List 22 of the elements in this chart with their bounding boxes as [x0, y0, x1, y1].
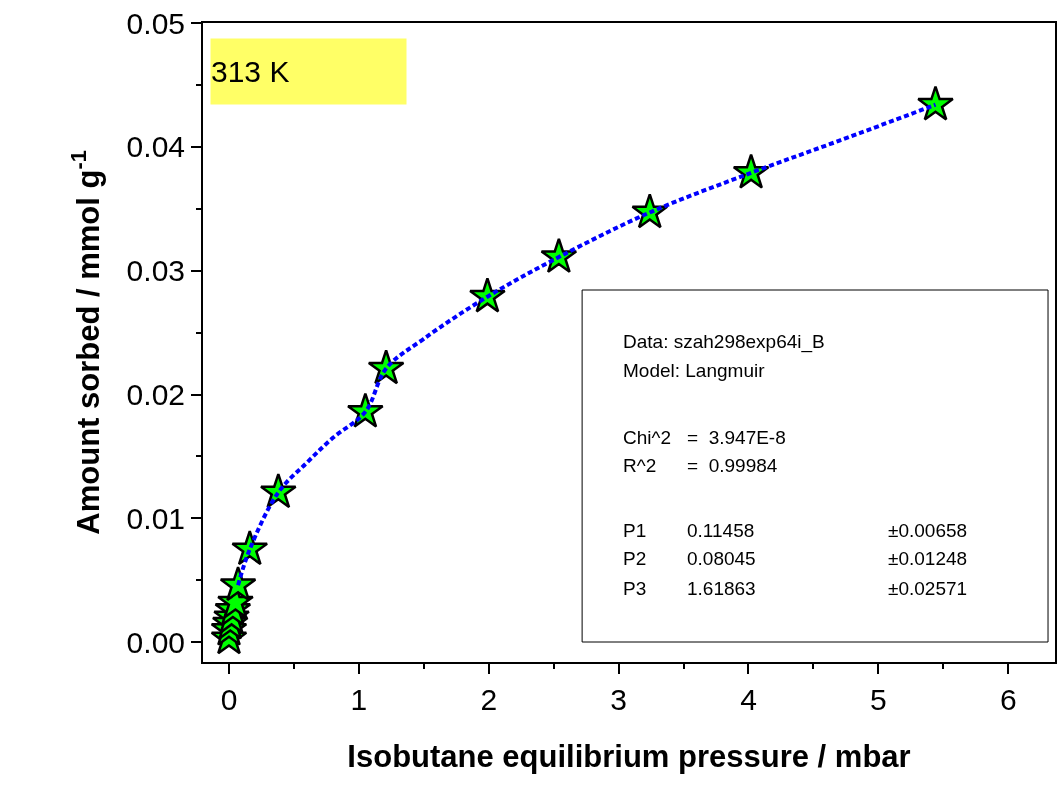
x-tick-label: 0: [220, 683, 238, 716]
x-tick-label: 2: [480, 683, 498, 716]
y-tick-label: 0.02: [126, 378, 185, 412]
annotation: 313 K: [211, 55, 290, 88]
x-tick-label: 5: [870, 683, 887, 716]
text: P3 1.61863 ±0.02571: [623, 578, 968, 599]
annotation: Data: szah298exp64i_B: [623, 331, 825, 353]
x-tick-label: 6: [999, 683, 1017, 716]
text: R^2 = 0.99984: [623, 455, 778, 476]
text: P1 0.11458 ±0.00658: [623, 520, 968, 541]
x-tick-label: 1: [350, 683, 368, 716]
annotation: Model: Langmuir: [623, 360, 766, 381]
y-tick-label: 0.04: [126, 130, 185, 164]
y-tick-label: 0.00: [126, 625, 185, 659]
x-tick-label: 4: [740, 683, 757, 716]
y-tick-label: 0.03: [126, 254, 185, 288]
annotation: Chi^2 = 3.947E-8: [623, 427, 786, 448]
y-tick-label: 0.05: [126, 6, 185, 40]
x-axis-title: Isobutane equilibrium pressure / mbar: [347, 738, 911, 774]
x-tick-label: 3: [610, 683, 627, 716]
text: P2 0.08045 ±0.01248: [623, 548, 968, 569]
y-tick-label: 0.01: [126, 501, 185, 535]
